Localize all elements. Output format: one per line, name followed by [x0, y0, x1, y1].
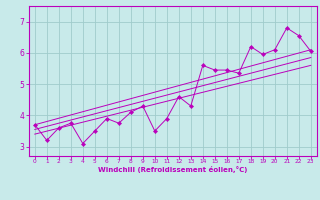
X-axis label: Windchill (Refroidissement éolien,°C): Windchill (Refroidissement éolien,°C): [98, 166, 247, 173]
